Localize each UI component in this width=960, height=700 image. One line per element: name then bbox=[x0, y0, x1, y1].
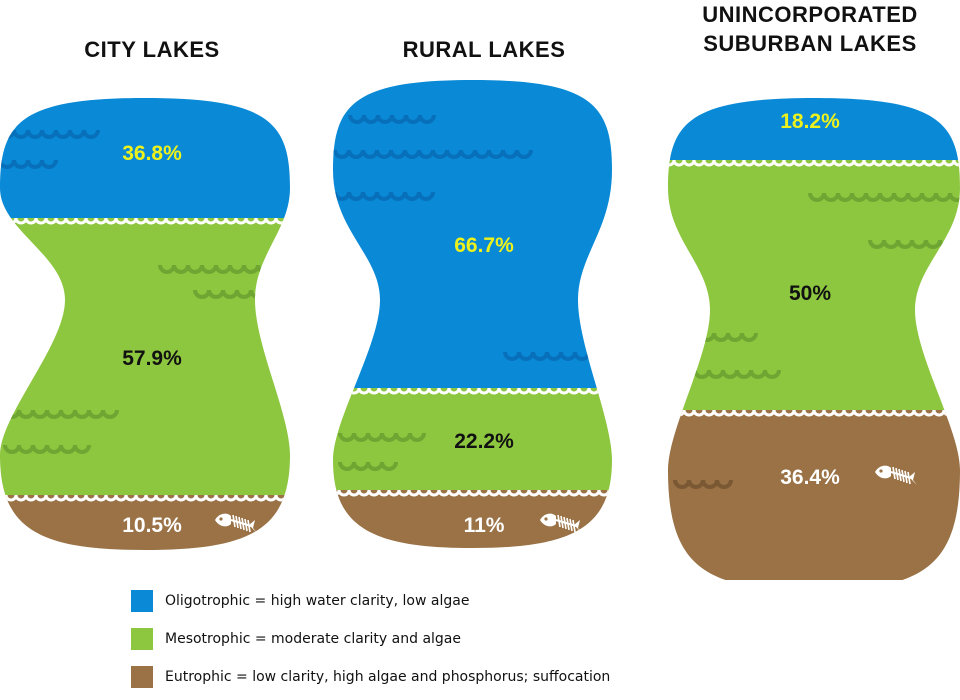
legend-swatch-blue bbox=[131, 590, 153, 612]
eutrophic-label: 10.5% bbox=[122, 514, 182, 537]
lake-body bbox=[668, 98, 960, 580]
mesotrophic-label: 50% bbox=[789, 282, 831, 305]
oligotrophic-label: 36.8% bbox=[122, 142, 182, 165]
legend-item-mesotrophic: Mesotrophic = moderate clarity and algae bbox=[131, 624, 610, 654]
legend-label: Mesotrophic = moderate clarity and algae bbox=[165, 631, 461, 647]
legend-item-oligotrophic: Oligotrophic = high water clarity, low a… bbox=[131, 586, 610, 616]
wave-decoration bbox=[3, 409, 119, 419]
layer-divider bbox=[668, 159, 960, 167]
eutrophic-label: 36.4% bbox=[780, 466, 840, 489]
lake-body bbox=[0, 98, 290, 550]
legend-swatch-brown bbox=[131, 666, 153, 688]
legend-label: Eutrophic = low clarity, high algae and … bbox=[165, 669, 611, 685]
legend: Oligotrophic = high water clarity, low a… bbox=[131, 586, 610, 700]
wave-decoration bbox=[673, 479, 733, 489]
legend-item-eutrophic: Eutrophic = low clarity, high algae and … bbox=[131, 662, 610, 692]
legend-label: Oligotrophic = high water clarity, low a… bbox=[165, 593, 470, 609]
lake-title: CITY LAKES bbox=[84, 37, 219, 62]
eutrophic-label: 11% bbox=[464, 514, 505, 537]
mesotrophic-band bbox=[668, 160, 960, 410]
mesotrophic-label: 22.2% bbox=[454, 430, 514, 453]
wave-decoration bbox=[3, 444, 91, 454]
layer-divider bbox=[0, 217, 290, 225]
oligotrophic-band bbox=[0, 98, 290, 218]
wave-decoration bbox=[0, 129, 100, 139]
lake-title: RURAL LAKES bbox=[403, 37, 566, 62]
wave-decoration bbox=[503, 351, 591, 361]
wave-decoration bbox=[158, 264, 274, 274]
legend-swatch-green bbox=[131, 628, 153, 650]
oligotrophic-label: 66.7% bbox=[454, 234, 514, 257]
wave-decoration bbox=[333, 149, 533, 159]
wave-decoration bbox=[193, 289, 267, 299]
oligotrophic-band bbox=[333, 80, 612, 388]
fish-skeleton-icon bbox=[215, 513, 257, 533]
wave-decoration bbox=[333, 191, 435, 201]
wave-decoration bbox=[808, 192, 960, 202]
lake-title: UNINCORPORATED bbox=[702, 2, 918, 27]
layer-divider bbox=[668, 409, 960, 417]
wave-decoration bbox=[338, 461, 398, 471]
lakes-chart: CITY LAKES 36.8% 57.9% 10.5% RURAL LAKES 66.7… bbox=[0, 2, 960, 580]
mesotrophic-label: 57.9% bbox=[122, 347, 182, 370]
fish-skeleton-icon bbox=[540, 513, 582, 533]
layer-divider bbox=[333, 387, 612, 395]
oligotrophic-label: 18.2% bbox=[780, 110, 840, 133]
wave-decoration bbox=[698, 332, 758, 342]
layer-divider bbox=[0, 494, 290, 502]
eutrophic-band bbox=[668, 410, 960, 580]
wave-decoration bbox=[693, 369, 781, 379]
layer-divider bbox=[333, 489, 612, 497]
wave-decoration bbox=[338, 432, 426, 442]
lake-1: CITY LAKES 36.8% 57.9% 10.5% bbox=[0, 37, 290, 550]
oligotrophic-band bbox=[668, 98, 960, 160]
wave-decoration bbox=[0, 159, 58, 169]
lake-body bbox=[333, 80, 612, 548]
lake-2: RURAL LAKES 66.7% 22.2% 11% bbox=[333, 37, 612, 548]
wave-decoration bbox=[348, 114, 436, 124]
lake-3: UNINCORPORATED SUBURBAN LAKES 18.2% 50% 36.4… bbox=[668, 2, 960, 580]
fish-skeleton-icon bbox=[875, 465, 917, 485]
lake-title: SUBURBAN LAKES bbox=[703, 31, 917, 56]
